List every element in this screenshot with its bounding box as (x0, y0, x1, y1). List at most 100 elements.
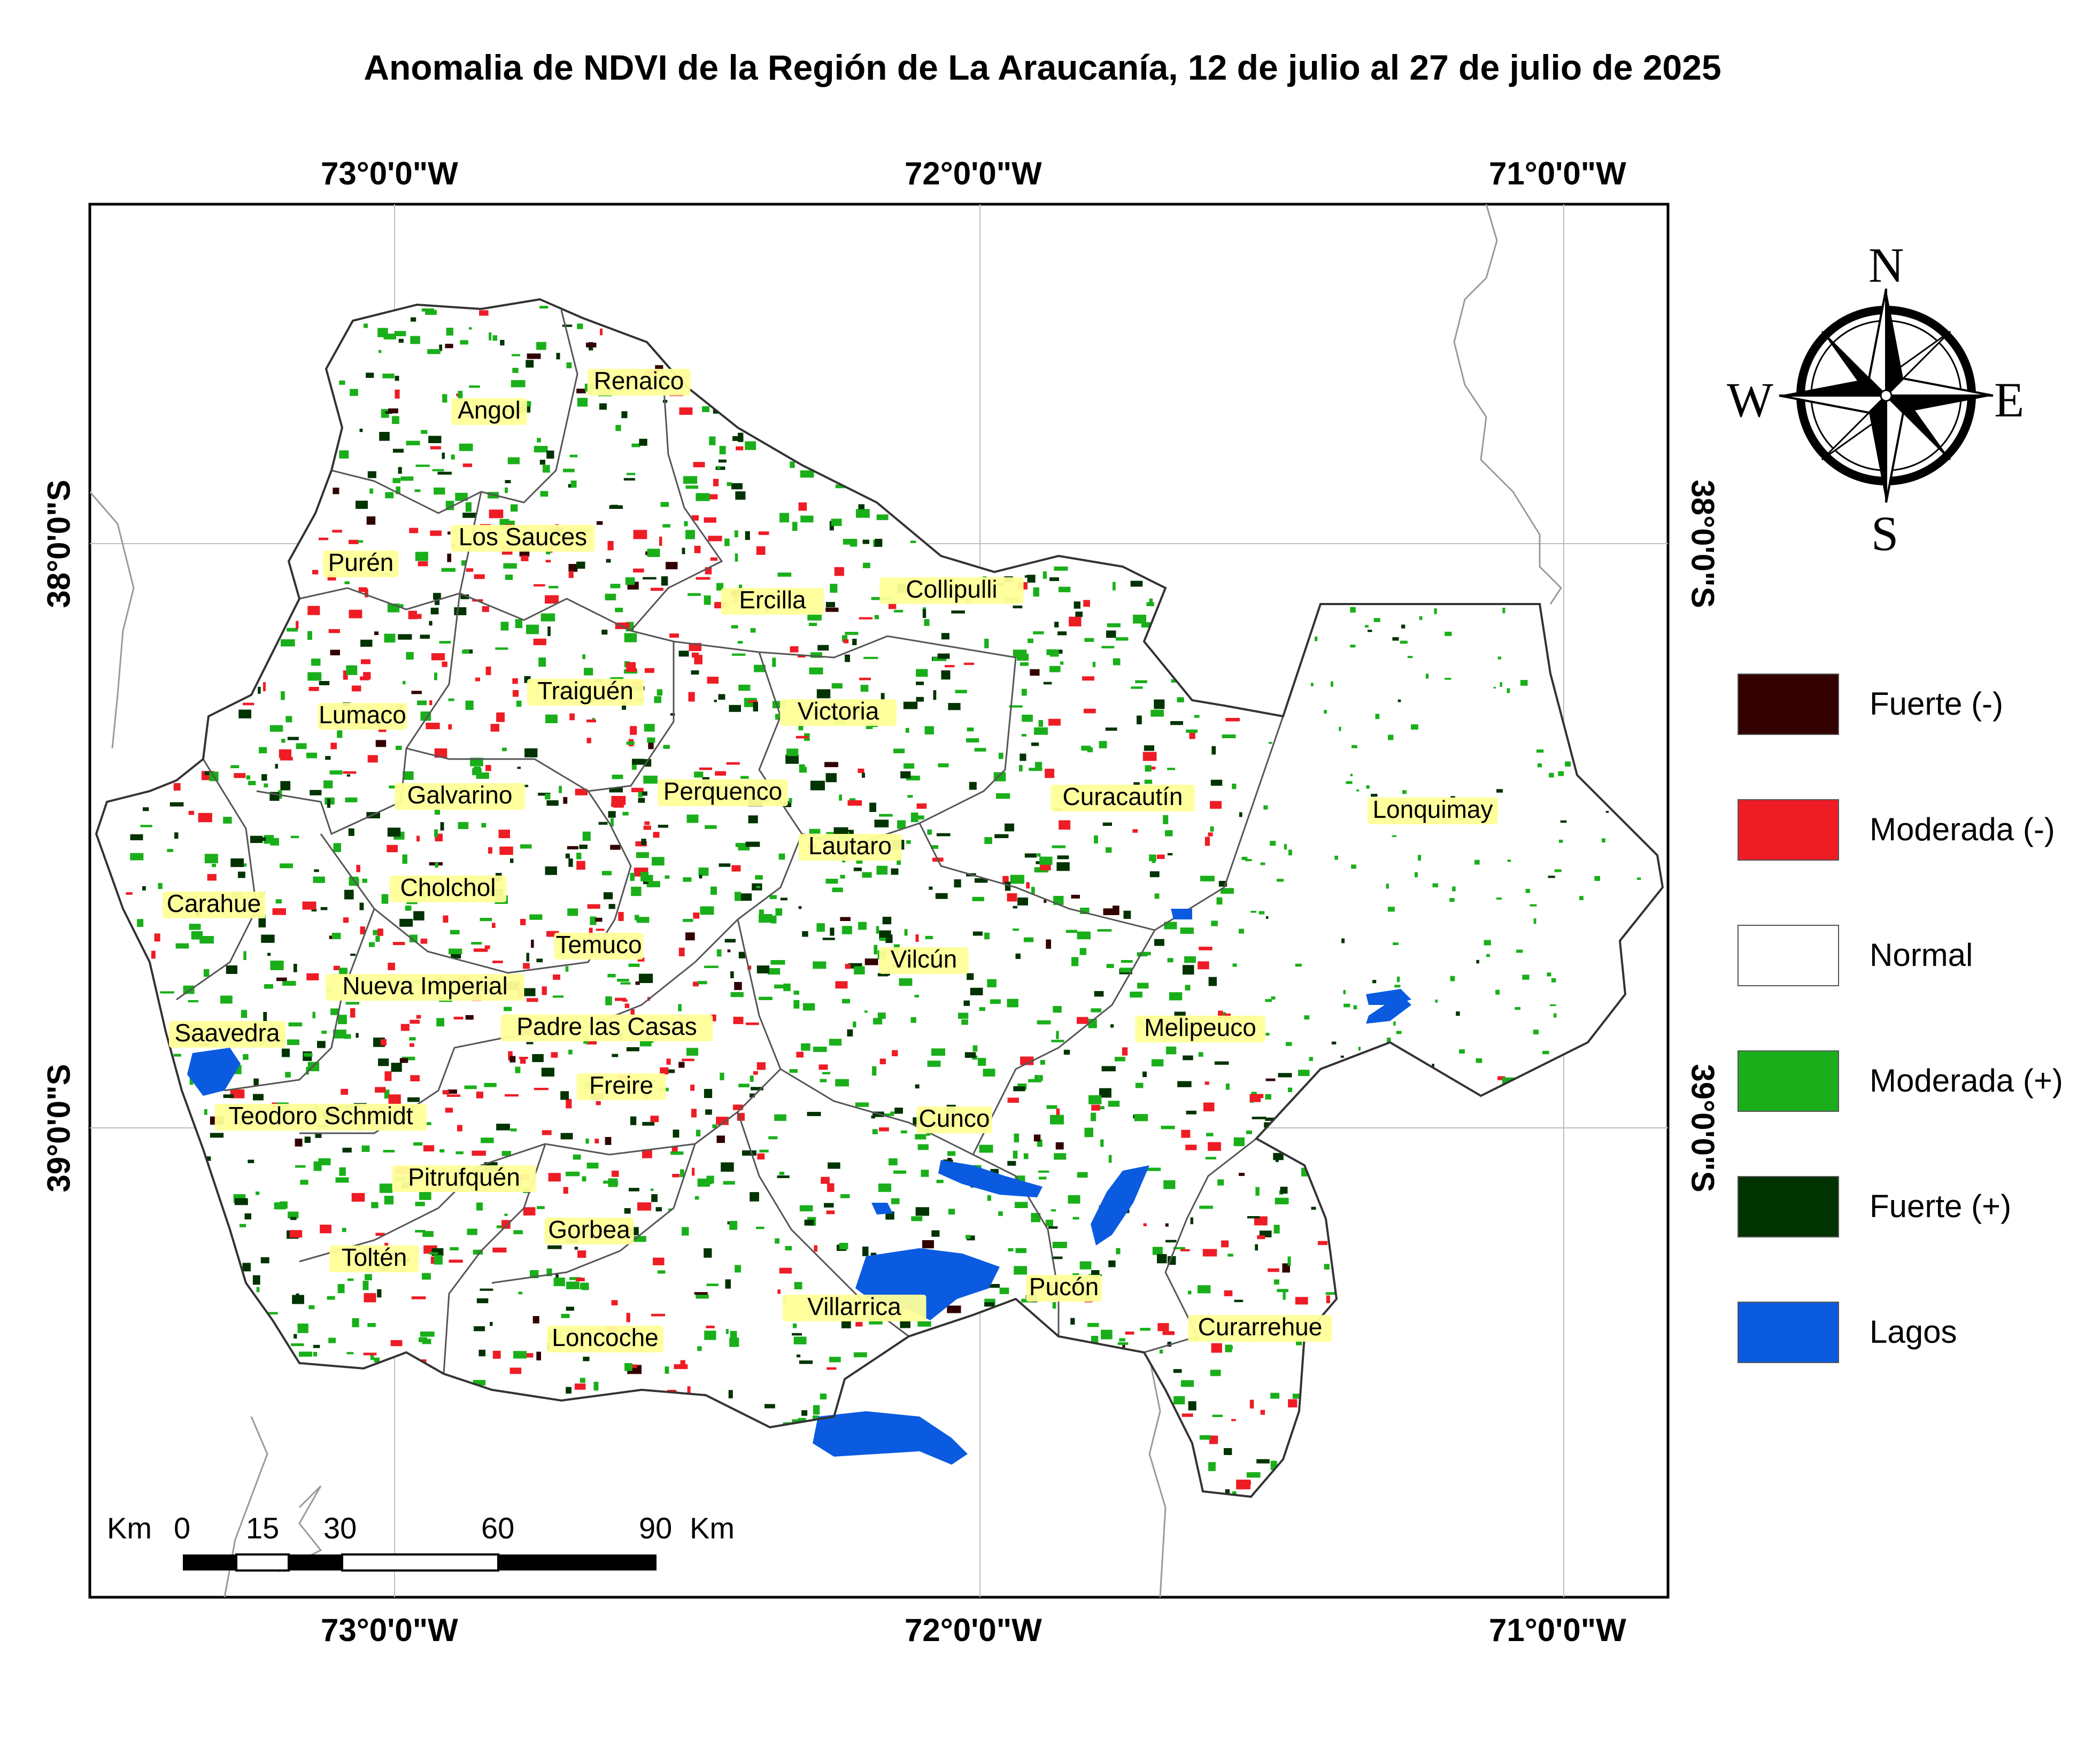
anomaly-pixel (979, 1007, 985, 1011)
anomaly-pixel (816, 689, 831, 699)
anomaly-pixel (587, 904, 600, 909)
anomaly-pixel (910, 815, 924, 819)
anomaly-pixel (460, 340, 468, 345)
anomaly-pixel (446, 328, 453, 336)
anomaly-pixel (458, 391, 463, 399)
anomaly-pixel (445, 1108, 453, 1113)
anomaly-pixel (1060, 661, 1064, 665)
anomaly-pixel (862, 872, 872, 878)
anomaly-pixel (450, 1247, 459, 1251)
anomaly-pixel (1334, 855, 1338, 860)
anomaly-pixel (611, 1300, 618, 1305)
anomaly-pixel (198, 813, 212, 823)
anomaly-pixel (1536, 749, 1544, 753)
anomaly-pixel (521, 555, 529, 561)
anomaly-pixel (652, 857, 665, 866)
anomaly-pixel (647, 737, 655, 743)
anomaly-pixel (1133, 614, 1146, 624)
commune-label: Cholchol (390, 873, 506, 902)
anomaly-pixel (327, 575, 336, 581)
commune-label-text: Toltén (342, 1243, 407, 1271)
anomaly-pixel (719, 863, 731, 867)
anomaly-pixel (596, 1101, 601, 1105)
anomaly-pixel (874, 945, 878, 955)
commune-label-text: Temuco (555, 931, 642, 958)
anomaly-pixel (1232, 963, 1237, 967)
anomaly-pixel (1079, 1261, 1092, 1270)
anomaly-pixel (1407, 656, 1413, 659)
commune-label: Teodoro Schmidt (214, 1102, 427, 1131)
lake-small (871, 1203, 893, 1214)
anomaly-pixel (1117, 1342, 1129, 1345)
anomaly-pixel (321, 1031, 327, 1034)
anomaly-pixel (243, 1054, 249, 1060)
anomaly-pixel (712, 1124, 717, 1128)
anomaly-pixel (275, 899, 282, 904)
anomaly-pixel (541, 1067, 554, 1077)
anomaly-pixel (496, 1124, 510, 1131)
anomaly-pixel (374, 1357, 380, 1363)
anomaly-pixel (532, 1054, 544, 1062)
anomaly-pixel (343, 670, 348, 680)
anomaly-pixel (472, 1150, 486, 1156)
anomaly-pixel (481, 1138, 494, 1143)
legend-swatch (1738, 925, 1839, 986)
anomaly-pixel (855, 1322, 863, 1327)
anomaly-pixel (859, 677, 871, 680)
anomaly-pixel (931, 1230, 940, 1237)
anomaly-pixel (570, 480, 577, 488)
region-area (96, 299, 1663, 1497)
anomaly-pixel (579, 845, 588, 849)
anomaly-pixel (745, 841, 760, 847)
anomaly-pixel (941, 670, 951, 680)
anomaly-pixel (799, 764, 805, 767)
anomaly-pixel (174, 832, 179, 839)
anomaly-pixel (1051, 1040, 1064, 1042)
anomaly-pixel (858, 922, 867, 930)
anomaly-pixel (408, 610, 417, 620)
anomaly-pixel (1547, 972, 1551, 977)
anomaly-pixel (1149, 598, 1153, 606)
anomaly-pixel (739, 893, 752, 901)
anomaly-pixel (638, 792, 643, 798)
anomaly-pixel (189, 924, 201, 930)
anomaly-pixel (736, 446, 744, 451)
anomaly-pixel (651, 1313, 665, 1317)
anomaly-pixel (863, 656, 878, 659)
anomaly-pixel (1034, 1075, 1039, 1081)
anomaly-pixel (786, 748, 799, 756)
anomaly-pixel (1350, 607, 1356, 613)
commune-label: Toltén (329, 1243, 419, 1272)
anomaly-pixel (328, 1337, 336, 1343)
anomaly-pixel (333, 488, 339, 494)
anomaly-pixel (553, 974, 560, 980)
anomaly-pixel (339, 1167, 346, 1176)
commune-label: Freire (576, 1071, 666, 1100)
anomaly-pixel (253, 1094, 264, 1101)
anomaly-pixel (311, 659, 321, 666)
anomaly-pixel (1500, 682, 1502, 687)
anomaly-pixel (536, 342, 546, 350)
anomaly-pixel (361, 1145, 370, 1152)
anomaly-pixel (938, 763, 949, 768)
anomaly-pixel (307, 631, 312, 640)
anomaly-pixel (698, 981, 707, 985)
anomaly-pixel (501, 1151, 511, 1156)
anomaly-pixel (714, 700, 717, 702)
anomaly-pixel (317, 1041, 326, 1048)
anomaly-pixel (520, 1353, 534, 1358)
anomaly-pixel (307, 606, 320, 615)
anomaly-pixel (443, 915, 449, 923)
scale-tick-90: 90 (639, 1511, 673, 1545)
anomaly-pixel (799, 1205, 813, 1212)
anomaly-pixel (729, 1221, 738, 1230)
anomaly-pixel (204, 854, 218, 863)
anomaly-pixel (603, 892, 613, 900)
anomaly-pixel (367, 1323, 376, 1327)
anomaly-pixel (843, 539, 858, 545)
anomaly-pixel (777, 1175, 790, 1178)
anomaly-pixel (1170, 721, 1183, 725)
anomaly-pixel (1007, 1160, 1016, 1166)
anomaly-pixel (630, 726, 637, 735)
anomaly-pixel (853, 868, 862, 871)
